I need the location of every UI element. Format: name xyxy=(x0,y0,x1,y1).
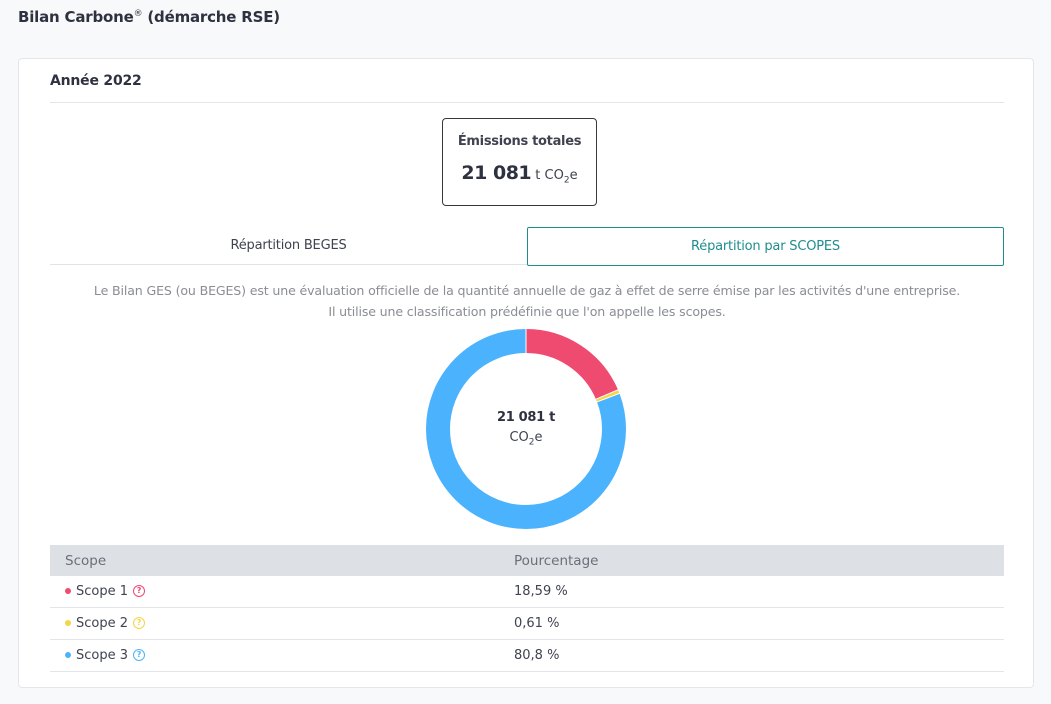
donut-center-value: 21 081 t xyxy=(496,410,556,426)
total-emissions-unit: t CO2e xyxy=(535,168,578,186)
donut-separator xyxy=(595,389,619,400)
percent-cell: 0,61 % xyxy=(514,616,560,631)
table-row: Scope 2? 0,61 % xyxy=(50,608,1004,640)
table-row: Scope 1? 18,59 % xyxy=(50,576,1004,608)
description: Le Bilan GES (ou BEGES) est une évaluati… xyxy=(19,280,1035,322)
tab-scopes[interactable]: Répartition par SCOPES xyxy=(527,227,1004,266)
scope-table: Scope Pourcentage Scope 1? 18,59 % Scope… xyxy=(50,545,1004,672)
header-scope: Scope xyxy=(65,552,107,569)
table-row: Scope 3? 80,8 % xyxy=(50,640,1004,672)
dot-icon xyxy=(65,651,71,658)
tab-beges[interactable]: Répartition BEGES xyxy=(50,227,527,265)
donut-center-unit: CO2e xyxy=(509,430,543,448)
description-line-1: Le Bilan GES (ou BEGES) est une évaluati… xyxy=(93,283,961,298)
donut-separator xyxy=(596,392,620,403)
question-circle-icon[interactable]: ? xyxy=(133,584,146,597)
scope-donut-chart: 21 081 t CO2e xyxy=(424,327,628,531)
scope-cell: Scope 3? xyxy=(50,648,514,663)
total-emissions-box: Émissions totales 21 081 t CO2e xyxy=(442,118,597,206)
question-circle-icon[interactable]: ? xyxy=(133,648,146,661)
question-circle-icon[interactable]: ? xyxy=(133,616,146,629)
table-header: Scope Pourcentage xyxy=(50,545,1004,576)
carbon-card: Année 2022 Émissions totales 21 081 t CO… xyxy=(18,58,1034,688)
header-percentage: Pourcentage xyxy=(514,552,599,569)
page-title: Bilan Carbone® (démarche RSE) xyxy=(18,8,280,26)
dot-icon xyxy=(65,619,71,626)
dot-icon xyxy=(65,587,71,594)
scope-cell: Scope 1? xyxy=(50,584,514,599)
year-header: Année 2022 xyxy=(50,73,1004,103)
description-line-2: Il utilise une classification prédéfinie… xyxy=(328,304,726,319)
scope-cell: Scope 2? xyxy=(50,616,514,631)
total-emissions-value-row: 21 081 t CO2e xyxy=(443,162,596,186)
total-emissions-label: Émissions totales xyxy=(457,134,582,149)
scope-name: Scope 3 xyxy=(76,648,129,663)
donut-center: 21 081 t CO2e xyxy=(424,327,628,531)
scope-name: Scope 2 xyxy=(76,616,129,631)
percent-cell: 18,59 % xyxy=(514,584,568,599)
donut-svg xyxy=(426,329,626,529)
tabs: Répartition BEGES Répartition par SCOPES xyxy=(50,227,1004,267)
percent-cell: 80,8 % xyxy=(514,648,560,663)
total-emissions-value: 21 081 xyxy=(461,162,532,184)
scope-name: Scope 1 xyxy=(76,584,129,599)
